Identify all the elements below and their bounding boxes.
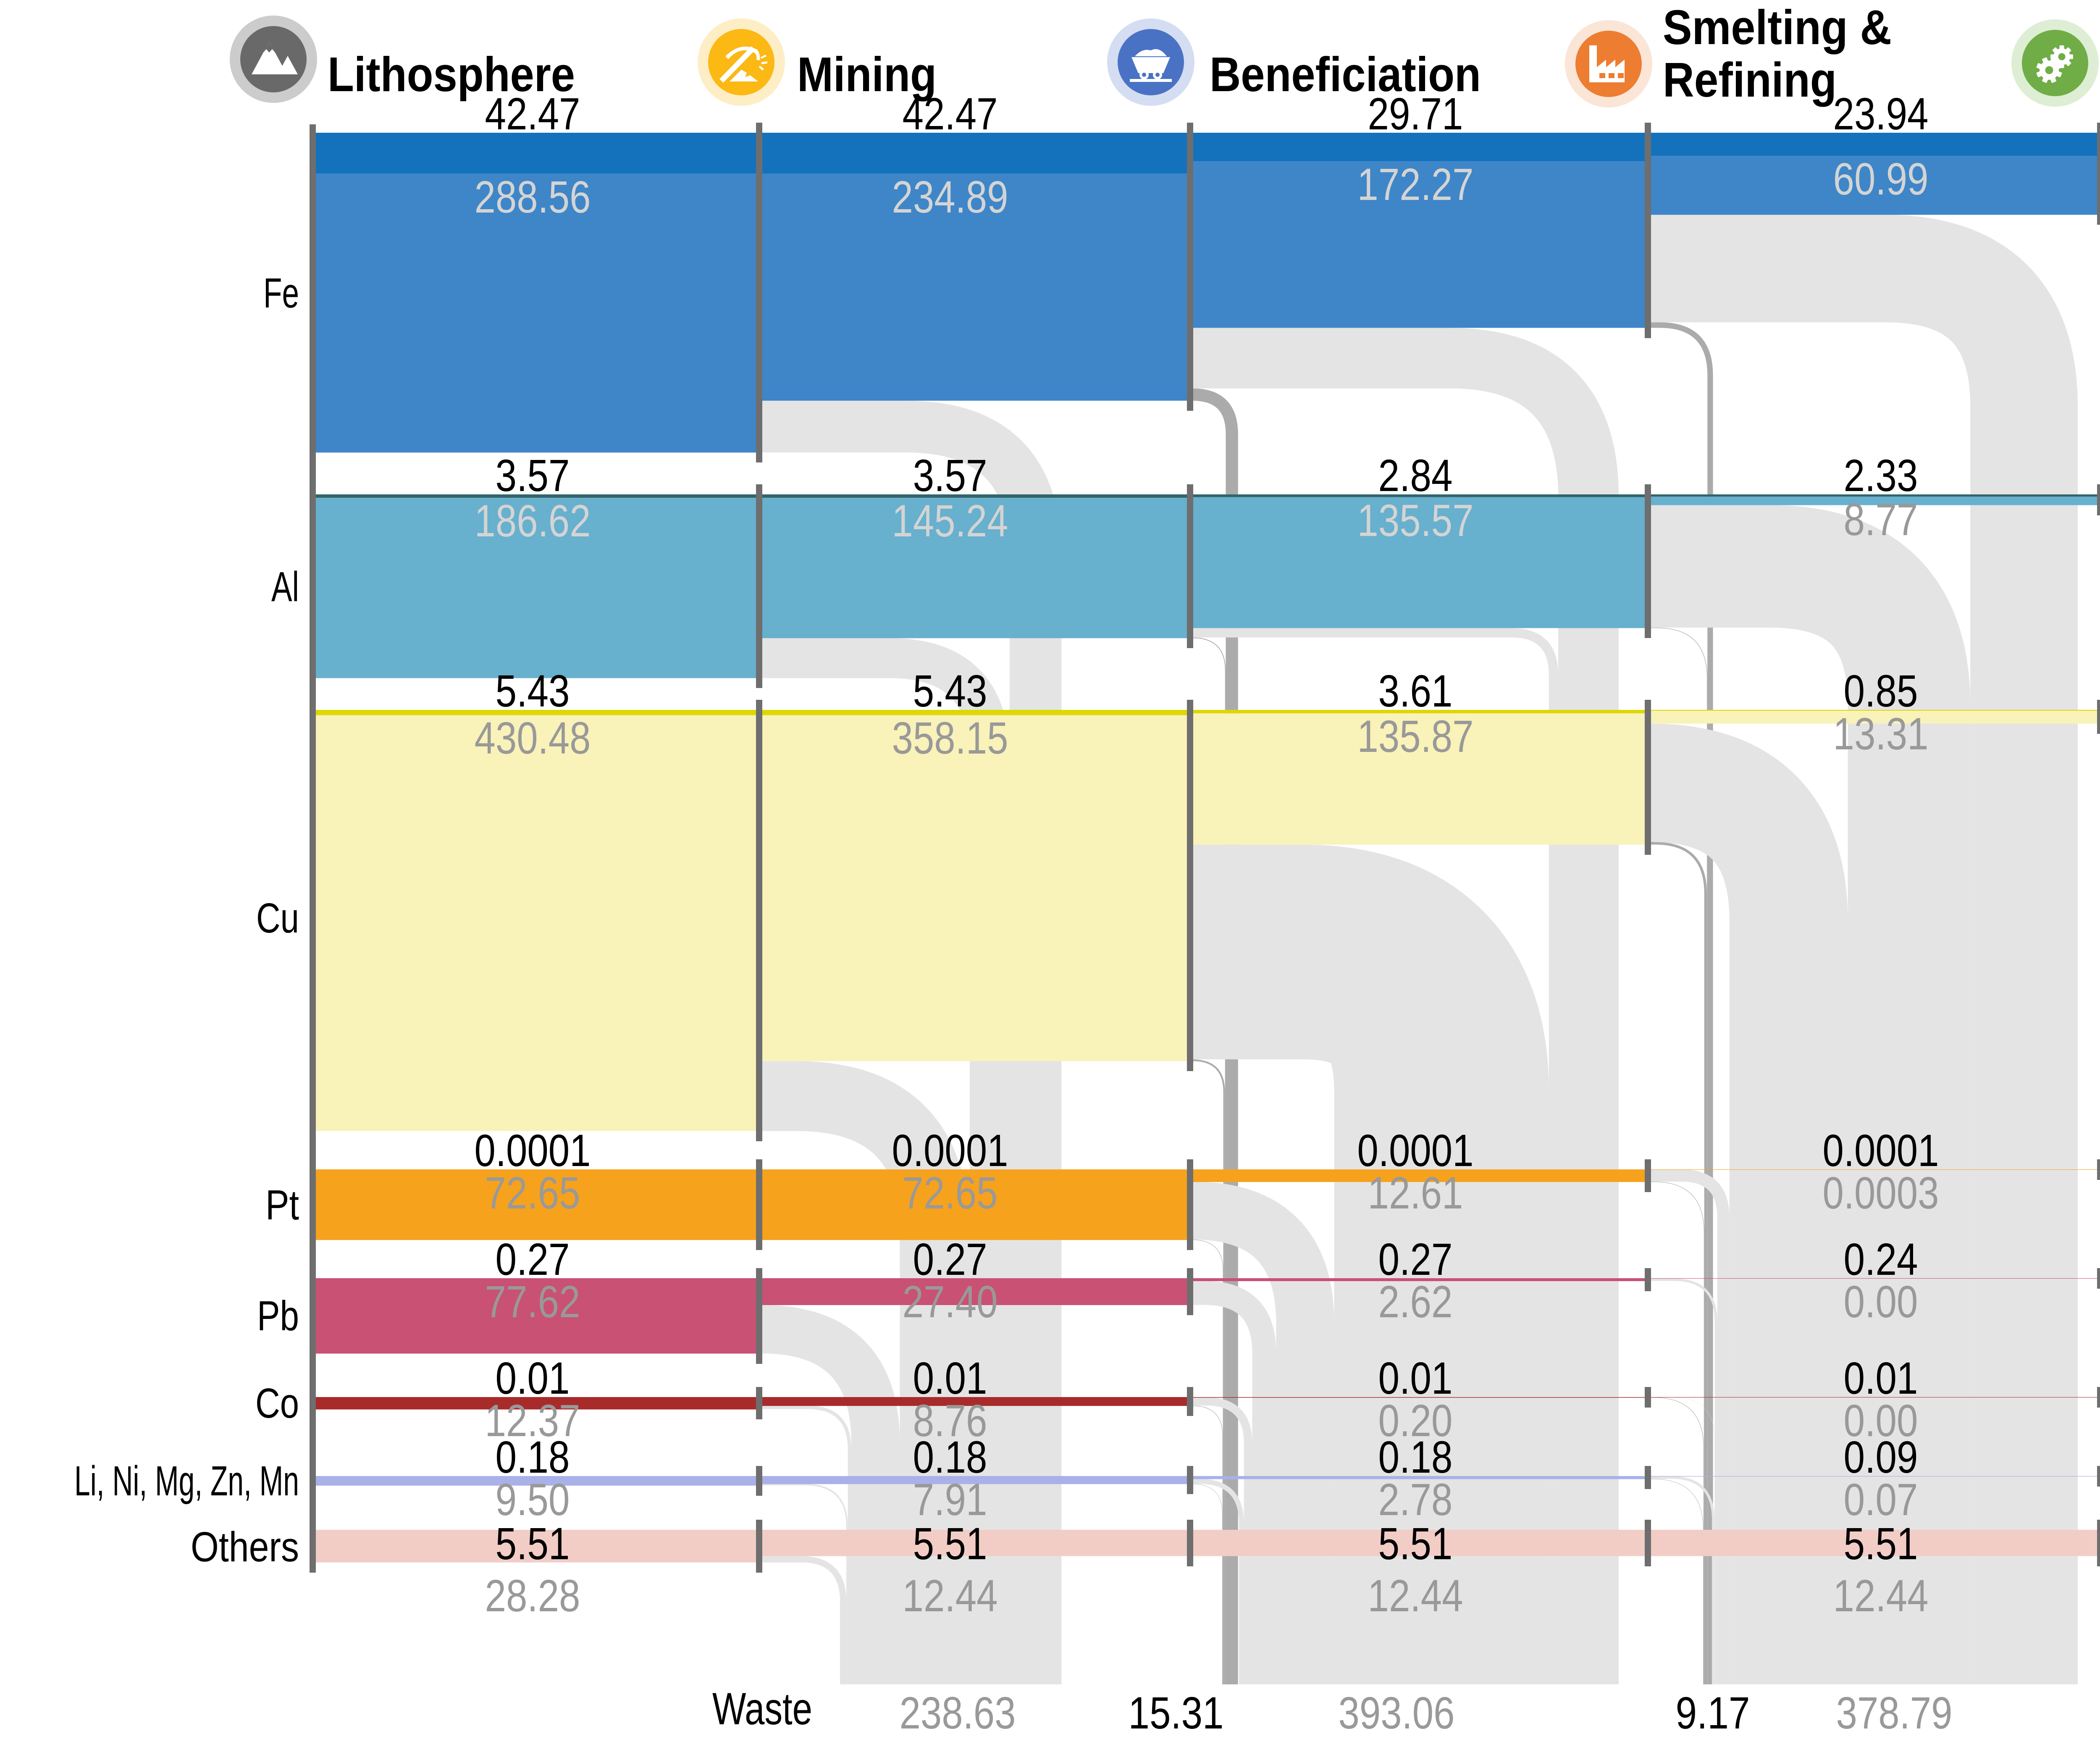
svg-text:12.61: 12.61 xyxy=(1368,1167,1463,1218)
svg-text:42.47: 42.47 xyxy=(485,88,580,139)
svg-text:13.31: 13.31 xyxy=(1833,708,1929,759)
svg-text:3.57: 3.57 xyxy=(496,450,570,501)
svg-text:0.18: 0.18 xyxy=(1378,1432,1453,1482)
svg-text:0.0001: 0.0001 xyxy=(1357,1125,1474,1176)
svg-text:0.09: 0.09 xyxy=(1844,1432,1918,1482)
svg-text:23.94: 23.94 xyxy=(1833,88,1929,139)
svg-text:5.51: 5.51 xyxy=(1844,1518,1918,1569)
svg-text:Mining: Mining xyxy=(797,47,937,102)
svg-text:0.01: 0.01 xyxy=(496,1353,570,1403)
svg-text:0.0003: 0.0003 xyxy=(1823,1167,1939,1218)
svg-text:Others: Others xyxy=(191,1523,299,1571)
svg-text:5.43: 5.43 xyxy=(913,665,987,716)
svg-text:9.17: 9.17 xyxy=(1676,1687,1750,1738)
svg-text:135.57: 135.57 xyxy=(1357,495,1474,546)
svg-text:0.0001: 0.0001 xyxy=(1823,1125,1939,1176)
svg-text:12.44: 12.44 xyxy=(903,1570,998,1621)
svg-text:12.37: 12.37 xyxy=(485,1395,580,1446)
svg-text:2.78: 2.78 xyxy=(1378,1474,1453,1525)
svg-text:3.57: 3.57 xyxy=(913,450,987,501)
svg-text:7.91: 7.91 xyxy=(913,1474,987,1525)
svg-text:378.79: 378.79 xyxy=(1836,1687,1953,1738)
svg-text:15.31: 15.31 xyxy=(1129,1687,1224,1738)
svg-text:0.00: 0.00 xyxy=(1844,1395,1918,1446)
svg-text:358.15: 358.15 xyxy=(892,712,1008,763)
svg-text:27.40: 27.40 xyxy=(903,1276,998,1327)
svg-text:234.89: 234.89 xyxy=(892,171,1008,222)
svg-text:0.27: 0.27 xyxy=(1378,1234,1453,1284)
svg-text:2.62: 2.62 xyxy=(1378,1276,1453,1327)
svg-text:77.62: 77.62 xyxy=(485,1276,580,1327)
svg-text:5.51: 5.51 xyxy=(496,1518,570,1569)
svg-text:29.71: 29.71 xyxy=(1368,88,1463,139)
svg-text:0.0001: 0.0001 xyxy=(892,1125,1008,1176)
svg-text:5.51: 5.51 xyxy=(1378,1518,1453,1569)
svg-text:Cu: Cu xyxy=(256,895,299,942)
svg-text:0.01: 0.01 xyxy=(1378,1353,1453,1403)
svg-text:Smelting &: Smelting & xyxy=(1663,0,1892,55)
svg-text:172.27: 172.27 xyxy=(1357,159,1474,210)
svg-text:0.00: 0.00 xyxy=(1844,1276,1918,1327)
svg-text:Lithosphere: Lithosphere xyxy=(328,47,575,102)
svg-text:72.65: 72.65 xyxy=(485,1167,580,1218)
svg-text:0.24: 0.24 xyxy=(1844,1234,1918,1284)
svg-text:2.84: 2.84 xyxy=(1378,450,1453,501)
svg-text:12.44: 12.44 xyxy=(1368,1570,1463,1621)
svg-text:Refining: Refining xyxy=(1663,53,1837,107)
svg-text:0.20: 0.20 xyxy=(1378,1395,1453,1446)
svg-text:430.48: 430.48 xyxy=(475,712,591,763)
svg-text:0.27: 0.27 xyxy=(913,1234,987,1284)
svg-text:72.65: 72.65 xyxy=(903,1167,998,1218)
svg-text:Fe: Fe xyxy=(263,270,299,317)
svg-text:0.18: 0.18 xyxy=(913,1432,987,1482)
svg-text:238.63: 238.63 xyxy=(900,1687,1016,1738)
svg-text:5.43: 5.43 xyxy=(496,665,570,716)
svg-text:Beneficiation: Beneficiation xyxy=(1210,47,1481,102)
svg-text:Pb: Pb xyxy=(257,1292,299,1340)
svg-text:60.99: 60.99 xyxy=(1833,153,1929,204)
svg-text:Pt: Pt xyxy=(265,1182,299,1229)
svg-text:2.33: 2.33 xyxy=(1844,450,1918,501)
svg-text:Waste: Waste xyxy=(712,1683,812,1734)
svg-text:3.61: 3.61 xyxy=(1378,665,1453,716)
svg-text:186.62: 186.62 xyxy=(475,495,591,546)
svg-text:8.77: 8.77 xyxy=(1844,494,1918,545)
svg-text:5.51: 5.51 xyxy=(913,1518,987,1569)
svg-text:288.56: 288.56 xyxy=(475,171,591,222)
svg-text:Li, Ni, Mg, Zn, Mn: Li, Ni, Mg, Zn, Mn xyxy=(74,1458,299,1505)
svg-text:12.44: 12.44 xyxy=(1833,1570,1929,1621)
svg-text:8.76: 8.76 xyxy=(913,1395,987,1446)
svg-text:Al: Al xyxy=(271,563,299,610)
svg-text:0.01: 0.01 xyxy=(913,1353,987,1403)
svg-text:Co: Co xyxy=(255,1380,299,1427)
svg-text:135.87: 135.87 xyxy=(1357,711,1474,762)
svg-text:0.01: 0.01 xyxy=(1844,1353,1918,1403)
svg-text:9.50: 9.50 xyxy=(496,1474,570,1525)
svg-text:0.07: 0.07 xyxy=(1844,1474,1918,1525)
svg-text:28.28: 28.28 xyxy=(485,1570,580,1621)
svg-text:42.47: 42.47 xyxy=(903,88,998,139)
svg-text:0.27: 0.27 xyxy=(496,1234,570,1284)
svg-text:145.24: 145.24 xyxy=(892,495,1008,546)
svg-text:0.18: 0.18 xyxy=(496,1432,570,1482)
svg-text:393.06: 393.06 xyxy=(1339,1687,1455,1738)
svg-text:0.0001: 0.0001 xyxy=(475,1125,591,1176)
svg-text:0.85: 0.85 xyxy=(1844,665,1918,716)
